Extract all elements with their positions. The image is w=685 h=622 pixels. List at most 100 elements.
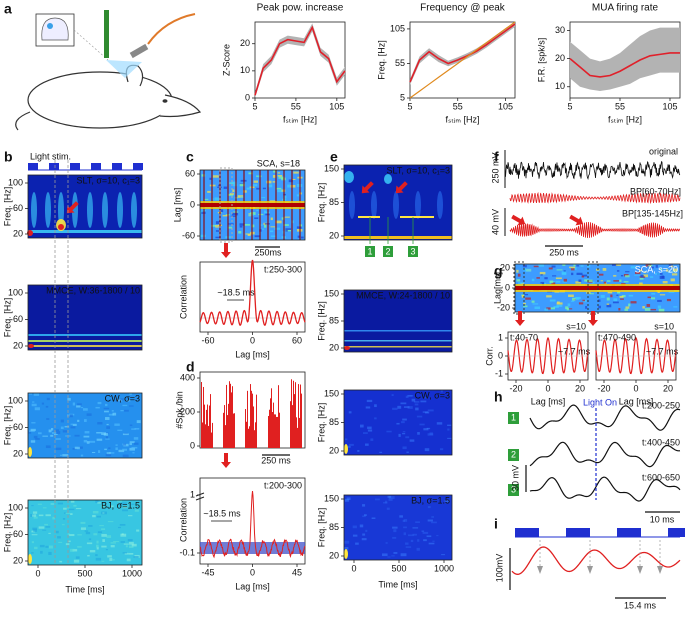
heatmap-speckle — [50, 434, 54, 437]
heatmap-speckle — [87, 555, 90, 557]
heatmap-speckle — [403, 406, 410, 408]
heatmap-speckle — [84, 431, 90, 434]
heatmap-speckle — [239, 223, 245, 226]
heatmap-speckle — [136, 529, 140, 532]
heatmap-speckle — [415, 521, 420, 524]
heatmap-speckle — [245, 233, 251, 235]
arrow — [221, 243, 231, 258]
heatmap-speckle — [569, 266, 576, 269]
heatmap-blob — [415, 191, 421, 219]
heatmap-speckle — [32, 401, 35, 403]
heatmap-speckle — [131, 503, 135, 505]
heatmap-speckle — [230, 215, 236, 217]
heatmap-speckle — [95, 500, 99, 503]
heatmap-speckle — [95, 554, 98, 557]
x-tick-label: 55 — [291, 101, 301, 111]
heatmap-band — [28, 340, 142, 342]
arrow — [395, 181, 408, 194]
heatmap-speckle — [287, 184, 290, 188]
heatmap-speckle — [639, 282, 643, 286]
heatmap-speckle — [48, 532, 51, 534]
arrow-shape — [588, 311, 598, 326]
spike-bar — [225, 425, 226, 448]
heatmap-speckle — [277, 172, 281, 174]
chart-title: MUA firing rate — [592, 3, 659, 14]
heatmap-speckle — [92, 514, 96, 518]
arrow — [221, 453, 231, 468]
heatmap-blob — [371, 191, 377, 219]
heatmap-speckle — [405, 546, 412, 548]
heatmap-speckle — [104, 403, 108, 407]
y-tick-label: 1 — [498, 332, 503, 342]
heatmap-speckle — [668, 291, 675, 293]
highlight-box — [587, 261, 599, 315]
y-tick-label: 0 — [505, 282, 510, 292]
fiber — [129, 43, 149, 59]
stim-block — [617, 528, 641, 537]
heatmap-speckle — [239, 225, 243, 228]
marker-label: 2 — [385, 246, 390, 256]
heatmap-speckle — [215, 236, 221, 239]
heatmap-speckle — [362, 533, 366, 536]
heatmap-speckle — [586, 279, 593, 283]
y-tick-label: 0 — [190, 199, 195, 209]
stim-block — [49, 163, 59, 170]
heatmap-speckle — [362, 504, 366, 507]
y-tick-label: 85 — [329, 197, 339, 207]
heatmap-speckle — [620, 298, 624, 300]
heatmap-speckle — [366, 399, 373, 403]
arrow — [569, 214, 584, 226]
heatmap-speckle — [300, 236, 304, 239]
heatmap-speckle — [672, 268, 678, 272]
y-tick-label: 60 — [13, 203, 23, 213]
fiber-cable — [147, 13, 196, 45]
heatmap-speckle — [561, 271, 567, 274]
heatmap-speckle — [393, 529, 397, 533]
y-tick-label: 20 — [329, 445, 339, 455]
heatmap-speckle — [38, 432, 42, 435]
heatmap-speckle — [96, 438, 103, 441]
heatmap-blob — [349, 191, 355, 219]
mouse-snout — [159, 94, 202, 118]
heatmap-speckle — [72, 423, 77, 426]
heatmap-speckle — [101, 545, 107, 548]
heatmap-speckle — [118, 503, 123, 506]
heatmap-speckle — [615, 264, 622, 266]
heatmap-speckle — [31, 422, 36, 424]
heatmap-speckle — [391, 394, 394, 397]
heatmap-speckle — [613, 280, 619, 282]
heatmap-speckle — [86, 542, 93, 545]
arrow — [515, 311, 525, 326]
heatmap-speckle — [640, 274, 644, 278]
heatmap-speckle — [123, 543, 129, 545]
heatmap-blob — [437, 191, 443, 219]
heatmap-speckle — [38, 514, 44, 517]
heatmap-speckle — [32, 527, 37, 530]
heatmap-speckle — [407, 406, 413, 409]
correlation-trace — [595, 336, 677, 375]
heatmap-speckle — [57, 502, 63, 505]
spike-bar — [233, 413, 234, 448]
y-axis-label: Freq. [Hz] — [2, 406, 12, 446]
heatmap-speckle — [69, 508, 75, 511]
heatmap-speckle — [39, 544, 45, 548]
heatmap-speckle — [86, 441, 90, 444]
lfp-trace — [511, 546, 681, 575]
y-tick-label: 20 — [13, 228, 23, 238]
heatmap-speckle — [374, 417, 377, 420]
heatmap-speckle — [80, 527, 86, 530]
heatmap-speckle — [239, 183, 245, 187]
heatmap-speckle — [77, 419, 80, 422]
marker-label: 3 — [410, 246, 415, 256]
heatmap-speckle — [103, 407, 110, 410]
y-tick-label: 20 — [329, 342, 339, 352]
y-axis-label: Lag [ms] — [172, 188, 182, 223]
x-axis-label: Lag [ms] — [235, 349, 270, 359]
heatmap-speckle — [659, 294, 666, 296]
heatmap-speckle — [59, 454, 63, 456]
heatmap-speckle — [134, 428, 140, 430]
heatmap-speckle — [104, 448, 107, 451]
heatmap-speckle — [108, 447, 111, 449]
heatmap-speckle — [613, 275, 617, 277]
x-tick-label: 105 — [329, 101, 344, 111]
